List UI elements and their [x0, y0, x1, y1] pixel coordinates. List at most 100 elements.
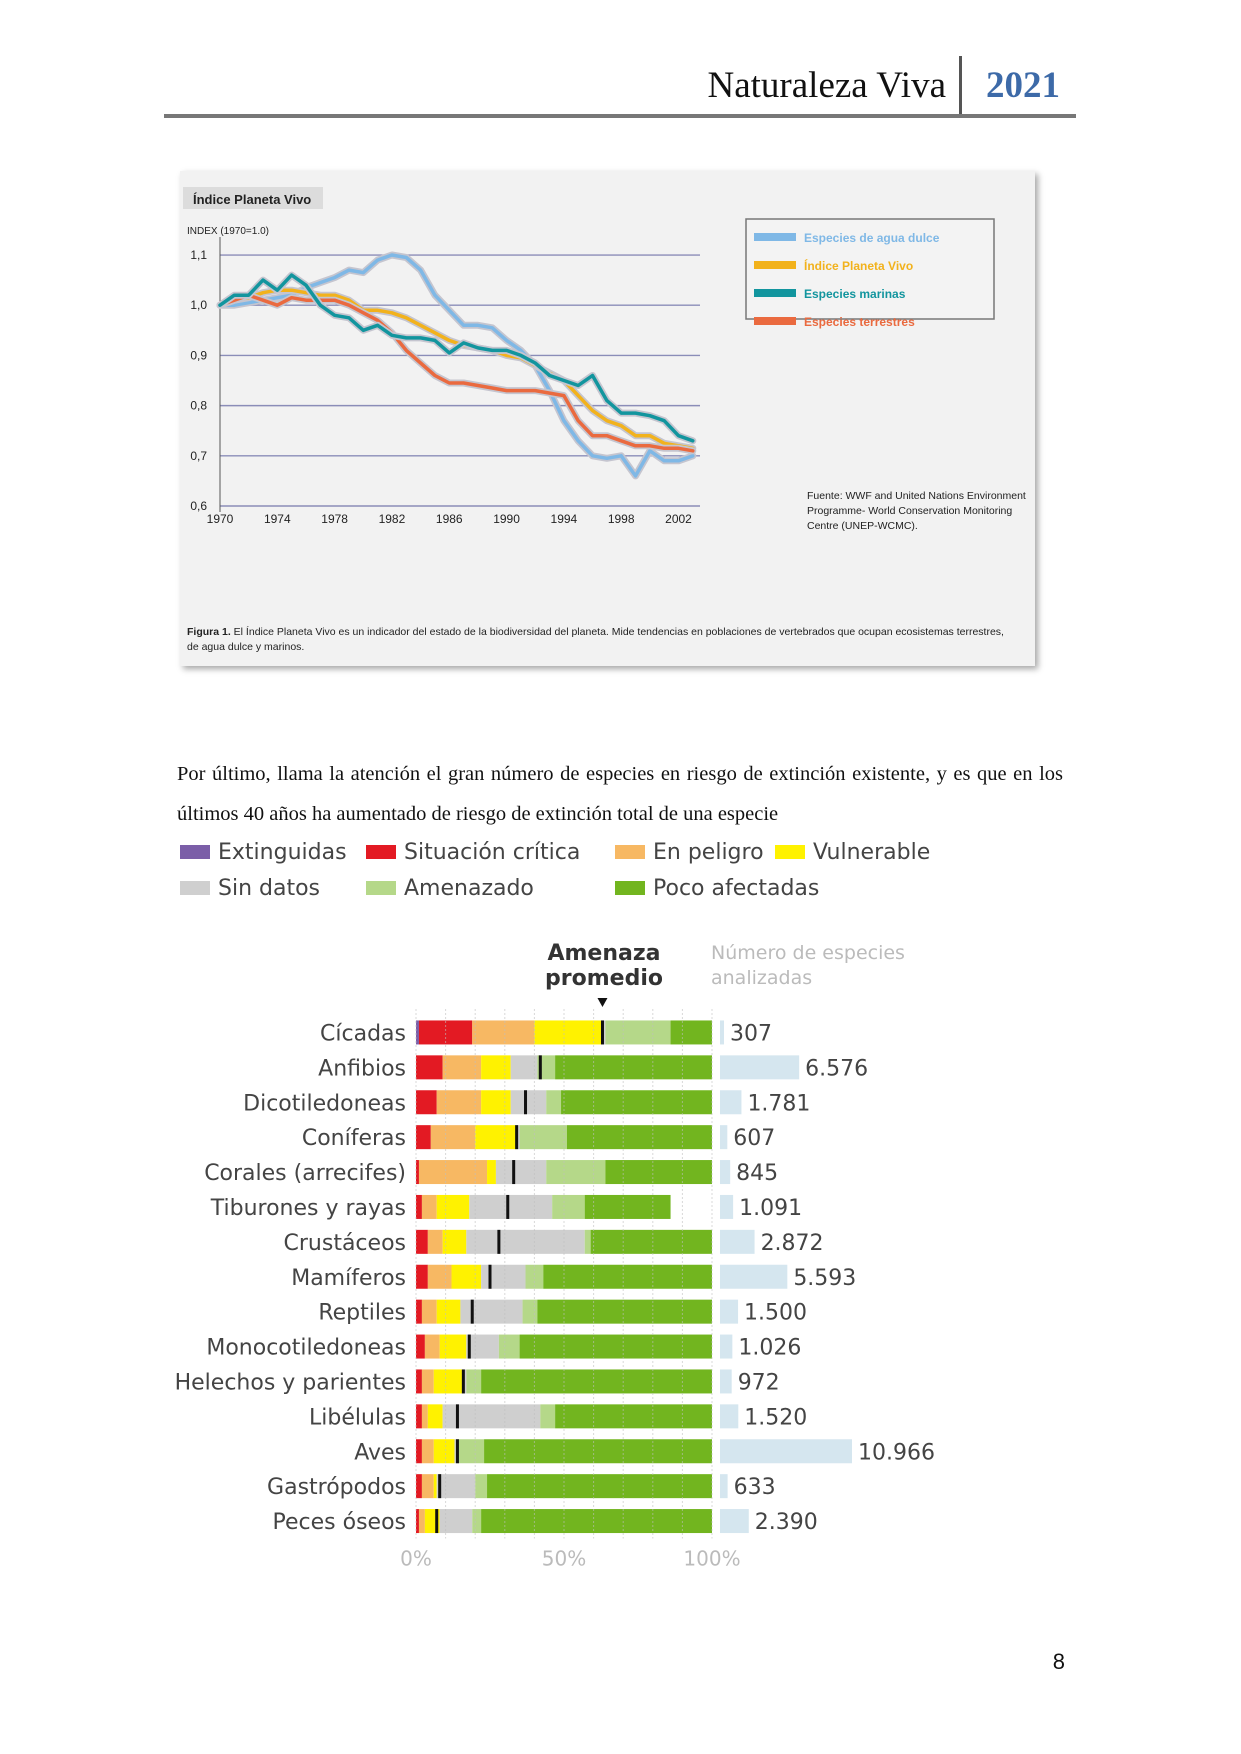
bar-segment — [421, 1404, 428, 1429]
x-tick-label: 50% — [542, 1547, 586, 1571]
bar-segment — [519, 1125, 567, 1150]
bar-segment — [546, 1090, 562, 1115]
bar-segment — [552, 1194, 585, 1219]
count-label: 2.390 — [755, 1510, 818, 1535]
count-bar — [720, 1125, 728, 1150]
bar-segment — [416, 1160, 419, 1185]
avg-marker — [512, 1160, 516, 1185]
legend-swatch — [615, 845, 645, 859]
bar-segment — [590, 1229, 712, 1254]
row-label: Cícadas — [320, 1021, 406, 1046]
bar-segment — [416, 1334, 425, 1359]
count-label: 607 — [733, 1126, 775, 1151]
count-bar — [720, 1160, 731, 1185]
count-bar — [720, 1509, 749, 1534]
bar-segment — [451, 1264, 482, 1289]
legend-label: En peligro — [653, 840, 764, 865]
bar-segment — [670, 1020, 712, 1045]
source-line: Programme- World Conservation Monitoring — [807, 505, 1012, 517]
legend-label: Vulnerable — [813, 840, 930, 865]
caption-line-2: de agua dulce y marinos. — [187, 641, 304, 653]
caption-text: El Índice Planeta Vivo es un indicador d… — [231, 625, 1004, 638]
bar-segment — [427, 1264, 452, 1289]
source-line: Fuente: WWF and United Nations Environme… — [807, 490, 1026, 502]
avg-marker — [455, 1404, 459, 1429]
x-tick-label: 1978 — [321, 512, 348, 526]
legend-swatch — [754, 261, 796, 269]
bar-segment — [416, 1299, 422, 1324]
bar-segment — [418, 1509, 425, 1534]
count-bar — [720, 1299, 739, 1324]
bar-segment — [519, 1334, 712, 1359]
bar-segment — [495, 1160, 547, 1185]
count-label: 633 — [734, 1475, 776, 1500]
bar-segment — [430, 1125, 476, 1150]
bar-segment — [584, 1194, 671, 1219]
row-label: Mamíferos — [291, 1266, 406, 1291]
caption-bold: Figura 1. — [187, 626, 231, 638]
series-line — [218, 293, 695, 453]
bar-segment — [605, 1160, 712, 1185]
count-label: 1.091 — [739, 1196, 802, 1221]
y-tick-label: 0,9 — [190, 348, 207, 362]
bar-segment — [416, 1474, 422, 1499]
bar-segment — [487, 1160, 496, 1185]
bar-segment — [498, 1334, 520, 1359]
count-label: 10.966 — [858, 1440, 935, 1465]
bar-segment — [416, 1125, 431, 1150]
bar-segment — [481, 1090, 511, 1115]
series-line — [218, 273, 695, 443]
count-label: 1.520 — [744, 1405, 807, 1430]
bar-segment — [416, 1369, 422, 1394]
bar-segment — [439, 1334, 467, 1359]
avg-marker — [461, 1369, 465, 1394]
y-tick-label: 0,8 — [190, 399, 207, 413]
bar-segment — [481, 1264, 526, 1289]
header-year: 2021 — [986, 65, 1060, 106]
bar-segment — [475, 1474, 488, 1499]
bar-segment — [534, 1020, 603, 1045]
figure-living-planet-index: Índice Planeta Vivo INDEX (1970=1.0) 0,6 0,… — [180, 171, 1035, 666]
row-label: Crustáceos — [284, 1231, 406, 1256]
bar-segment — [439, 1509, 473, 1534]
bar-segment — [555, 1055, 712, 1080]
legend-swatch — [366, 845, 396, 859]
count-label: 845 — [736, 1161, 778, 1186]
bar-segment — [416, 1404, 422, 1429]
bar-segment — [484, 1439, 712, 1464]
bar-segment — [418, 1160, 488, 1185]
bar-segment — [525, 1264, 544, 1289]
x-tick-label: 1970 — [207, 512, 234, 526]
count-bar — [720, 1404, 739, 1429]
row-label: Corales (arrecifes) — [204, 1161, 406, 1186]
avg-marker — [455, 1439, 459, 1464]
bar-segment — [421, 1439, 434, 1464]
bar-segment — [460, 1299, 523, 1324]
bar-segment — [540, 1404, 556, 1429]
bar-segment — [433, 1439, 455, 1464]
count-label: 6.576 — [805, 1056, 868, 1081]
bar-segment — [421, 1369, 434, 1394]
bar-segment — [566, 1125, 712, 1150]
bar-segment — [416, 1055, 443, 1080]
bar-segment — [522, 1299, 538, 1324]
count-header-line-1: Número de especies — [711, 942, 905, 964]
avg-marker — [497, 1229, 501, 1254]
header-separator — [959, 56, 962, 116]
legend-label: Especies de agua dulce — [804, 231, 940, 245]
bar-segment — [555, 1404, 712, 1429]
bar-segment — [418, 1020, 473, 1045]
y-axis-unit: INDEX (1970=1.0) — [187, 226, 269, 237]
avg-marker — [470, 1299, 474, 1324]
count-bar — [720, 1194, 734, 1219]
bar-segment — [421, 1194, 437, 1219]
legend-label: Amenazado — [404, 876, 534, 901]
row-label: Aves — [354, 1440, 406, 1465]
bar-segment — [427, 1229, 443, 1254]
bar-segment — [427, 1404, 443, 1429]
legend-swatch — [366, 881, 396, 895]
bar-segment — [481, 1509, 712, 1534]
bar-segment — [457, 1439, 485, 1464]
count-bar — [720, 1334, 733, 1359]
avg-marker — [506, 1194, 510, 1219]
